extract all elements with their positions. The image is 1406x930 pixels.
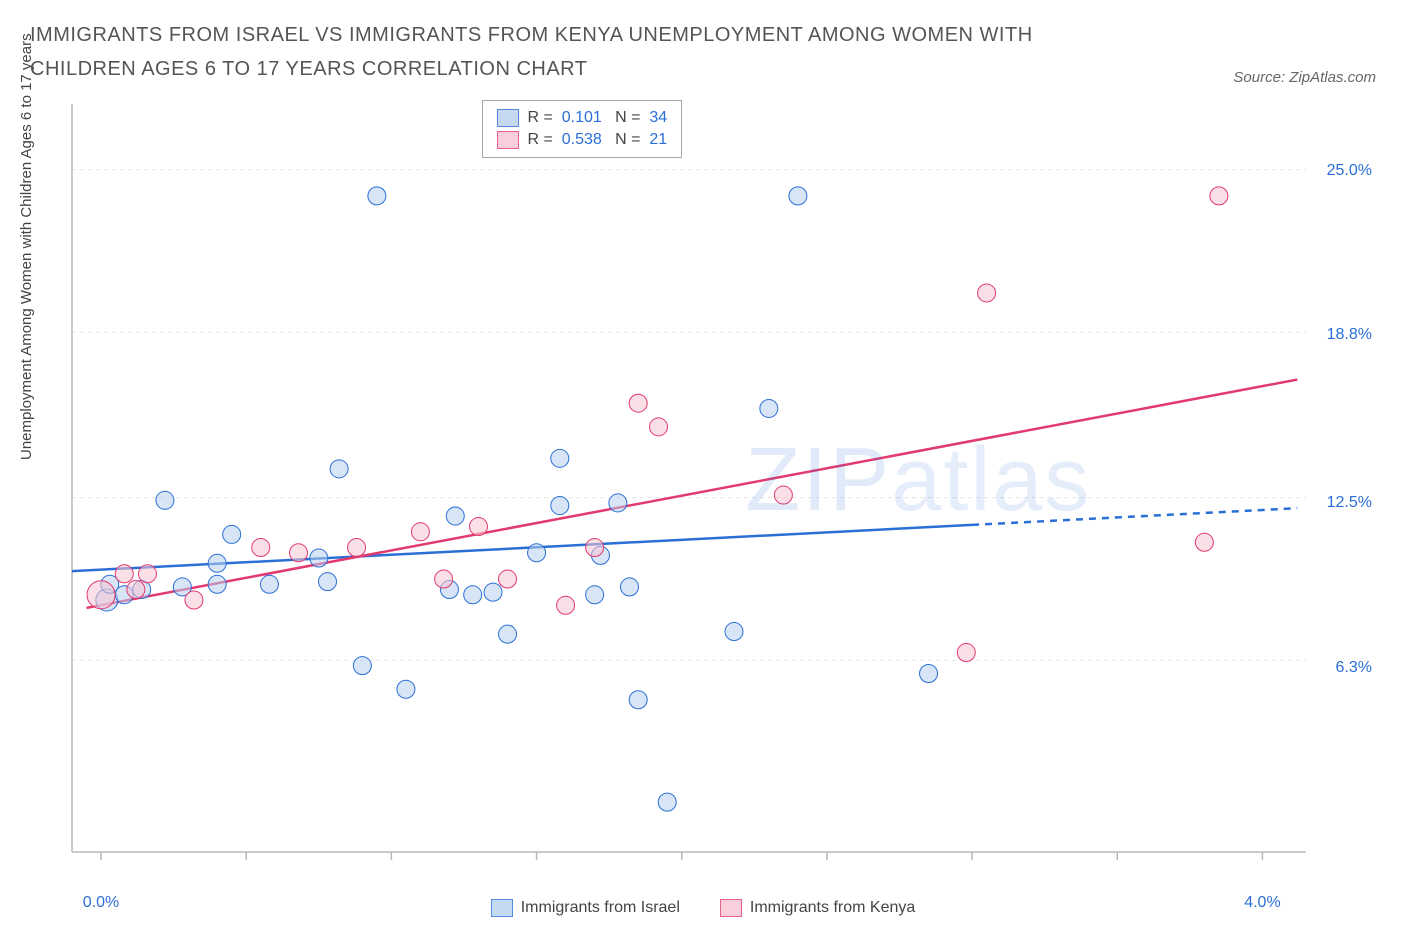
y-tick-label: 6.3% [1336, 659, 1372, 677]
legend-swatch [497, 109, 519, 127]
y-tick-label: 12.5% [1327, 494, 1372, 512]
source-name: ZipAtlas.com [1289, 69, 1376, 86]
legend-swatch [497, 131, 519, 149]
legend-swatch [491, 899, 513, 917]
plot-area: R = 0.101 N = 34R = 0.538 N = 21 ZIPatla… [62, 96, 1376, 890]
chart-source: Source: ZipAtlas.com [1233, 69, 1376, 86]
legend-item: Immigrants from Israel [491, 899, 680, 917]
legend-row: R = 0.538 N = 21 [497, 129, 667, 151]
legend-label: Immigrants from Kenya [750, 899, 915, 917]
legend-swatch [720, 899, 742, 917]
source-prefix: Source: [1233, 69, 1289, 86]
correlation-legend: R = 0.101 N = 34 R = 0.538 N = 21 [482, 100, 682, 158]
chart-header: IMMIGRANTS FROM ISRAEL VS IMMIGRANTS FRO… [0, 0, 1406, 96]
legend-text: R = 0.101 N = 34 [527, 109, 667, 127]
y-tick-label: 18.8% [1327, 326, 1372, 344]
y-tick-label: 25.0% [1327, 162, 1372, 180]
legend-item: Immigrants from Kenya [720, 899, 915, 917]
series-legend: Immigrants from Israel Immigrants from Ke… [0, 899, 1406, 922]
y-axis-label: Unemployment Among Women with Children A… [18, 33, 35, 460]
scatter-plot [62, 96, 1376, 880]
legend-label: Immigrants from Israel [521, 899, 680, 917]
legend-text: R = 0.538 N = 21 [527, 131, 667, 149]
legend-row: R = 0.101 N = 34 [497, 107, 667, 129]
chart-title: IMMIGRANTS FROM ISRAEL VS IMMIGRANTS FRO… [30, 18, 1130, 86]
